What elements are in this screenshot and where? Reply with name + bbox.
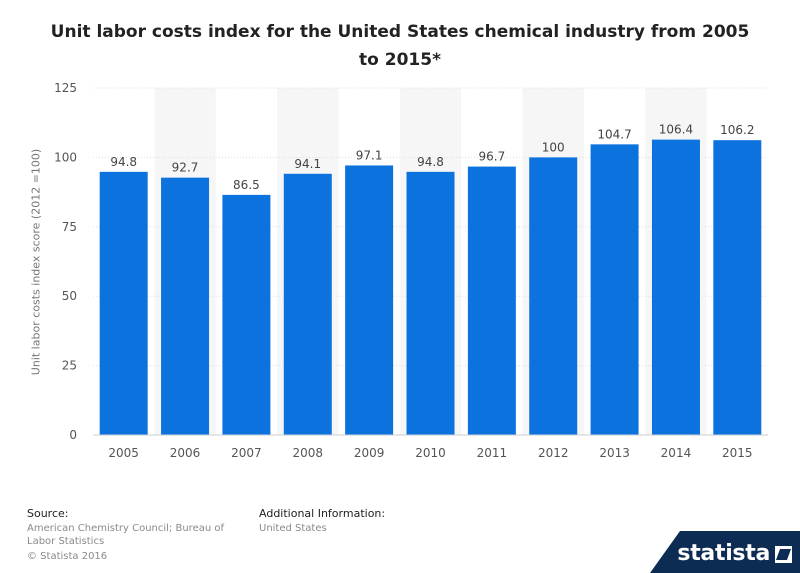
copyright-text: © Statista 2016 (27, 551, 108, 562)
bar (467, 166, 516, 436)
statista-logo-icon (775, 546, 792, 563)
statista-logo-text: statista (677, 541, 770, 566)
x-tick-label: 2013 (599, 446, 630, 460)
bar-value-label: 106.4 (659, 123, 693, 137)
bar (651, 139, 700, 435)
bar (345, 165, 394, 436)
y-tick-label: 25 (62, 359, 77, 373)
bar-value-label: 97.1 (356, 148, 383, 162)
bar-value-label: 96.7 (479, 150, 506, 164)
x-tick-label: 2006 (170, 446, 201, 460)
x-tick-label: 2008 (292, 446, 323, 460)
y-tick-label: 0 (69, 428, 77, 442)
y-tick-label: 125 (54, 81, 77, 95)
chart-title: Unit labor costs index for the United St… (50, 22, 750, 70)
bar-value-label: 86.5 (233, 178, 260, 192)
source-block: Source: American Chemistry Council; Bure… (27, 507, 247, 563)
source-label: Source: (27, 507, 69, 520)
bar-value-label: 94.8 (417, 155, 444, 169)
x-tick-label: 2014 (661, 446, 692, 460)
bar (713, 140, 762, 436)
additional-info-label: Additional Information: (259, 507, 386, 520)
x-tick-label: 2009 (354, 446, 385, 460)
bar-value-label: 92.7 (172, 161, 199, 175)
bar (590, 144, 639, 436)
y-tick-label: 100 (54, 150, 77, 164)
x-tick-label: 2007 (231, 446, 262, 460)
bar (283, 173, 332, 436)
x-tick-label: 2012 (538, 446, 569, 460)
y-tick-label: 50 (62, 289, 77, 303)
bar-value-label: 100 (542, 140, 565, 154)
x-tick-label: 2011 (477, 446, 508, 460)
additional-info-block: Additional Information: United States (259, 507, 459, 535)
bar-value-label: 94.8 (110, 155, 137, 169)
bar-value-label: 104.7 (597, 127, 631, 141)
bar (222, 194, 271, 435)
bar-value-label: 106.2 (720, 123, 754, 137)
source-text: American Chemistry Council; Bureau of La… (27, 523, 225, 547)
bar (406, 171, 455, 435)
bar (99, 171, 148, 435)
bar-value-label: 94.1 (294, 157, 321, 171)
bar (161, 177, 210, 435)
bar (529, 157, 578, 435)
x-tick-label: 2015 (722, 446, 753, 460)
x-tick-label: 2005 (108, 446, 139, 460)
x-tick-label: 2010 (415, 446, 446, 460)
y-tick-label: 75 (62, 220, 77, 234)
additional-info-text[interactable]: United States (259, 523, 327, 534)
